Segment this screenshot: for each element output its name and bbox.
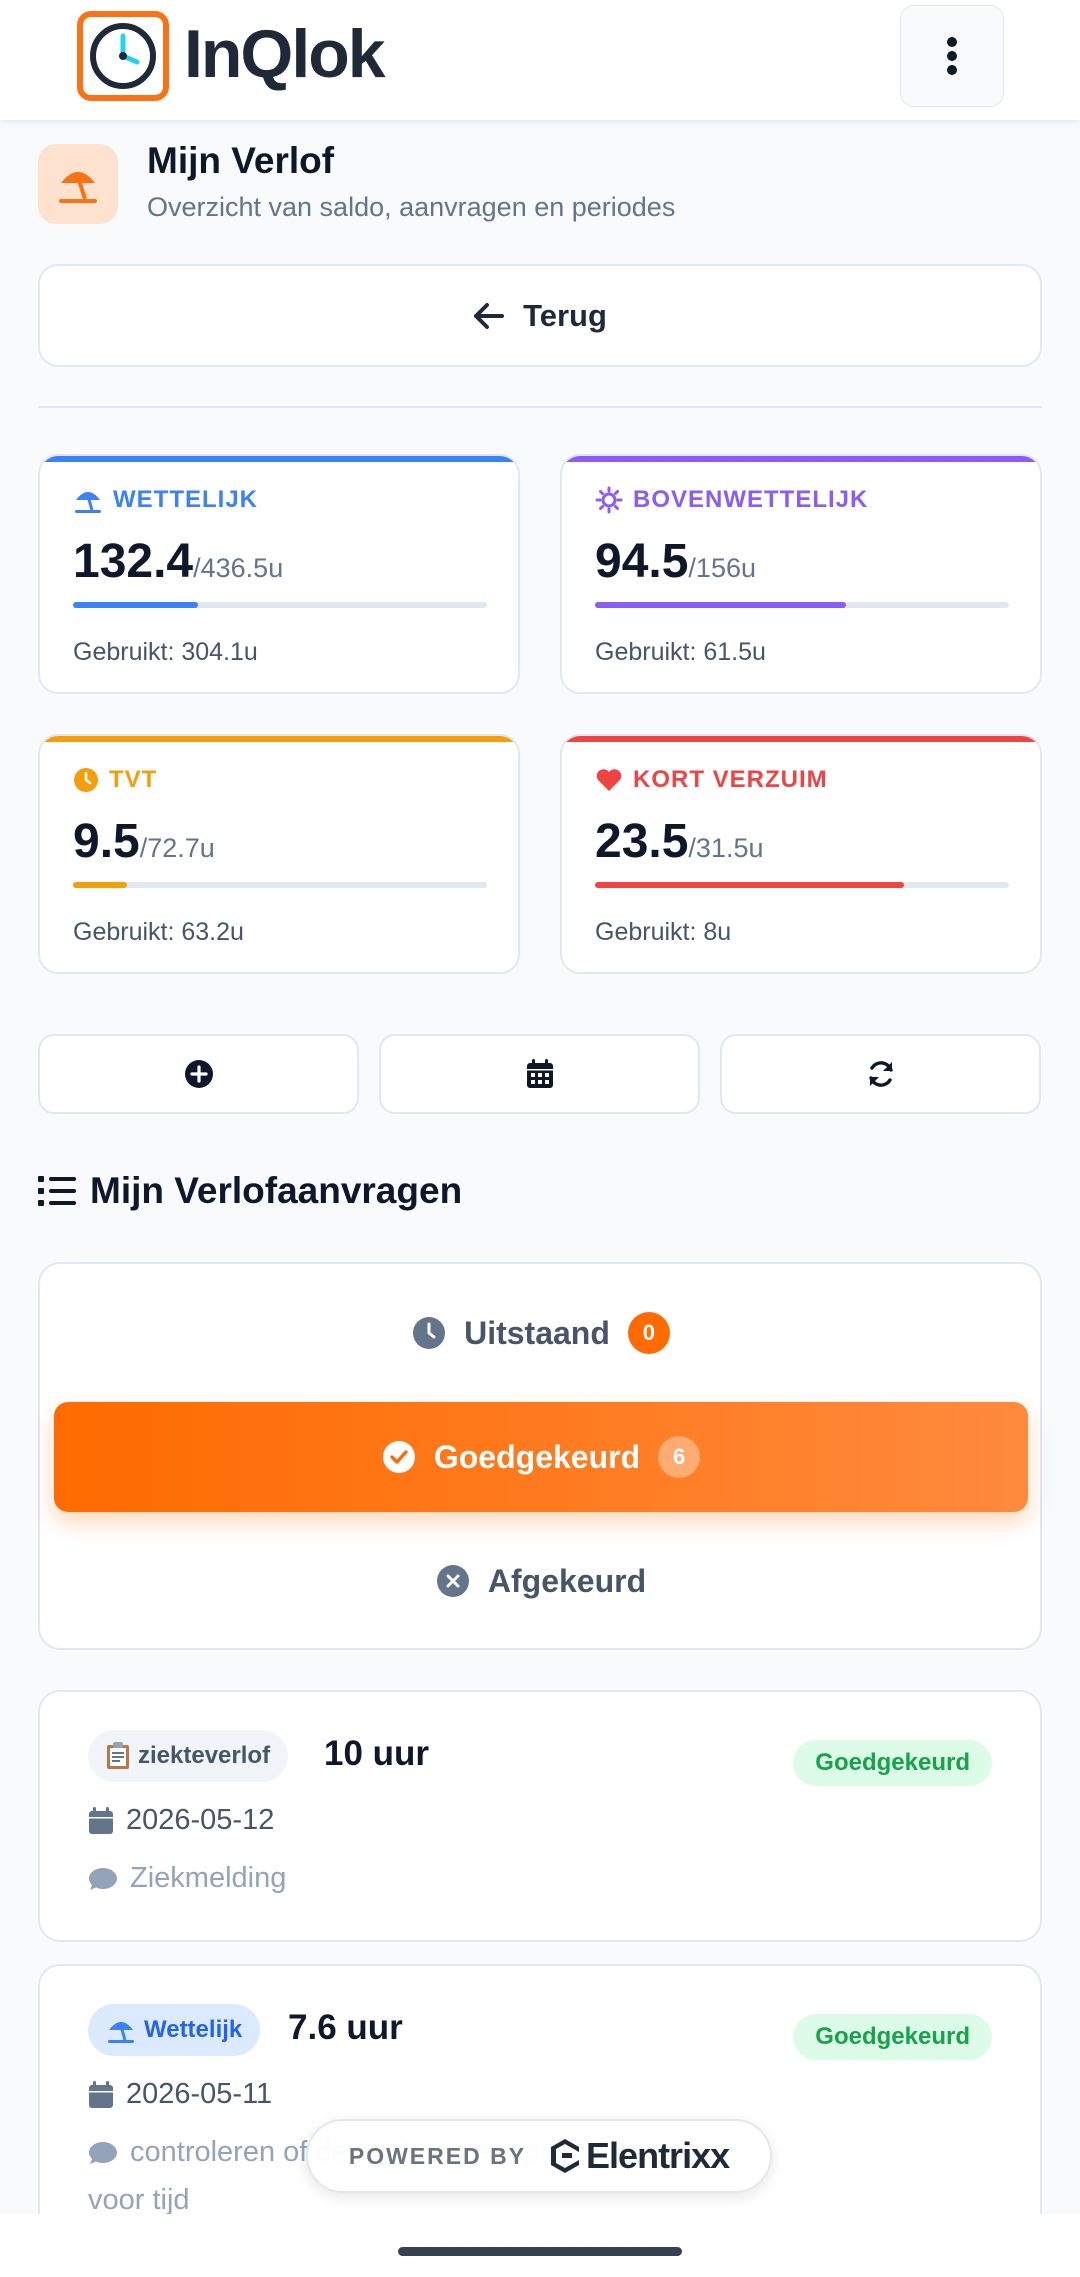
calendar-button[interactable] [379, 1034, 700, 1114]
balance-label: BOVENWETTELIJK [633, 486, 869, 513]
balance-card-wettelijk: WETTELIJK 132.4 /436.5u Gebruikt: 304.1u [38, 454, 520, 694]
balance-used: Gebruikt: 63.2u [73, 918, 244, 946]
top-app-bar: InQlok [0, 0, 1080, 120]
balance-progress-track [73, 882, 487, 888]
clock-icon [74, 768, 98, 792]
balance-used: Gebruikt: 304.1u [73, 638, 258, 666]
balance-remaining: 9.5 [73, 815, 140, 868]
balance-progress-fill [595, 602, 846, 608]
card-accent-line [562, 736, 1040, 742]
request-hours: 7.6 uur [288, 2008, 403, 2047]
leave-type-chip: Wettelijk [88, 2004, 261, 2056]
more-menu-button[interactable] [900, 5, 1004, 107]
leave-type-chip: ziekteverlof [88, 1730, 289, 1782]
refresh-icon [868, 1061, 893, 1087]
balance-label: WETTELIJK [113, 486, 258, 513]
balance-progress-track [595, 602, 1009, 608]
clipboard-icon [107, 1742, 129, 1769]
balance-total: /72.7u [139, 833, 215, 863]
filter-label: Uitstaand [464, 1314, 610, 1351]
refresh-button[interactable] [720, 1034, 1041, 1114]
page-title: Mijn Verlof [147, 140, 335, 181]
leave-type-label: Wettelijk [144, 2016, 243, 2043]
umbrella-beach-icon [75, 492, 101, 513]
balance-card-bovenwettelijk: BOVENWETTELIJK 94.5 /156u Gebruikt: 61.5… [560, 454, 1042, 694]
back-button[interactable]: Terug [38, 264, 1042, 367]
request-comment-continued: voor tijd [88, 2184, 190, 2216]
heart-icon [596, 769, 622, 791]
system-nav-area [0, 2214, 1080, 2277]
umbrella-beach-icon [38, 144, 118, 224]
balance-card-kort-verzuim: KORT VERZUIM 23.5 /31.5u Gebruikt: 8u [560, 734, 1042, 974]
request-date-text: 2026-05-12 [126, 1804, 275, 1836]
request-hours: 10 uur [324, 1734, 430, 1773]
logo-clock-icon [77, 11, 169, 101]
section-title: Mijn Verlofaanvragen [38, 1170, 462, 1212]
balance-label: TVT [109, 766, 158, 793]
leave-type-label: ziekteverlof [138, 1742, 271, 1769]
powered-by-label: POWERED BY [348, 2142, 527, 2169]
filter-tab-uitstaand[interactable]: Uitstaand 0 [54, 1278, 1028, 1388]
balance-progress-fill [595, 882, 904, 888]
balance-total: /436.5u [193, 553, 284, 583]
balance-remaining: 23.5 [595, 815, 689, 868]
card-accent-line [562, 456, 1040, 462]
divider [38, 406, 1042, 408]
calendar-icon [89, 2080, 113, 2108]
dots-vertical-icon [947, 37, 957, 75]
filter-tab-afgekeurd[interactable]: Afgekeurd [54, 1526, 1028, 1636]
request-date: 2026-05-11 [88, 2078, 272, 2111]
balance-label: KORT VERZUIM [633, 766, 828, 793]
back-button-label: Terug [523, 297, 607, 333]
balance-used: Gebruikt: 8u [595, 918, 732, 946]
balance-total: /31.5u [688, 833, 764, 863]
plus-circle-icon [184, 1060, 213, 1088]
balance-card-tvt: TVT 9.5 /72.7u Gebruikt: 63.2u [38, 734, 520, 974]
comment-icon [89, 2141, 117, 2164]
status-filter-panel: Uitstaand 0 Goedgekeurd 6 Afgekeurd [38, 1262, 1042, 1650]
section-title-text: Mijn Verlofaanvragen [90, 1170, 463, 1211]
calendar-icon [89, 1806, 113, 1834]
status-badge: Goedgekeurd [793, 2014, 992, 2060]
elentrixx-logo-icon [551, 2139, 580, 2173]
leave-request-card[interactable]: ziekteverlof 10 uur Goedgekeurd 2026-05-… [38, 1690, 1042, 1942]
request-comment: Ziekmelding [88, 1862, 286, 1895]
balance-total: /156u [688, 553, 756, 583]
balance-progress-track [595, 882, 1009, 888]
balance-remaining: 94.5 [595, 535, 689, 588]
filter-label: Goedgekeurd [433, 1438, 641, 1475]
powered-by-brand: Elentrixx [586, 2135, 730, 2176]
status-badge: Goedgekeurd [793, 1740, 992, 1786]
new-request-button[interactable] [38, 1034, 359, 1114]
umbrella-beach-icon [108, 2022, 134, 2043]
filter-tab-goedgekeurd[interactable]: Goedgekeurd 6 [54, 1402, 1028, 1512]
balance-remaining: 132.4 [73, 535, 194, 588]
x-circle-icon [436, 1565, 469, 1597]
balance-progress-fill [73, 882, 128, 888]
clock-icon [413, 1317, 446, 1349]
count-badge: 6 [658, 1436, 701, 1478]
check-circle-icon [382, 1441, 415, 1473]
request-date-text: 2026-05-11 [126, 2078, 273, 2110]
request-date: 2026-05-12 [88, 1804, 274, 1837]
card-accent-line [40, 736, 518, 742]
count-badge: 0 [627, 1312, 670, 1354]
app-logo-text: InQlok [184, 16, 386, 92]
powered-by-badge[interactable]: POWERED BY Elentrixx [306, 2119, 772, 2193]
sun-icon [595, 486, 623, 514]
list-icon [38, 1176, 76, 1206]
page-subtitle: Overzicht van saldo, aanvragen en period… [147, 192, 676, 222]
calendar-icon [526, 1059, 553, 1088]
request-comment-text: Ziekmelding [130, 1862, 287, 1894]
arrow-left-icon [474, 302, 505, 329]
comment-icon [89, 1867, 117, 1890]
balance-progress-track [73, 602, 487, 608]
home-indicator[interactable] [398, 2247, 682, 2256]
balance-used: Gebruikt: 61.5u [595, 638, 766, 666]
balance-progress-fill [73, 602, 199, 608]
card-accent-line [40, 456, 518, 462]
filter-label: Afgekeurd [487, 1562, 647, 1599]
